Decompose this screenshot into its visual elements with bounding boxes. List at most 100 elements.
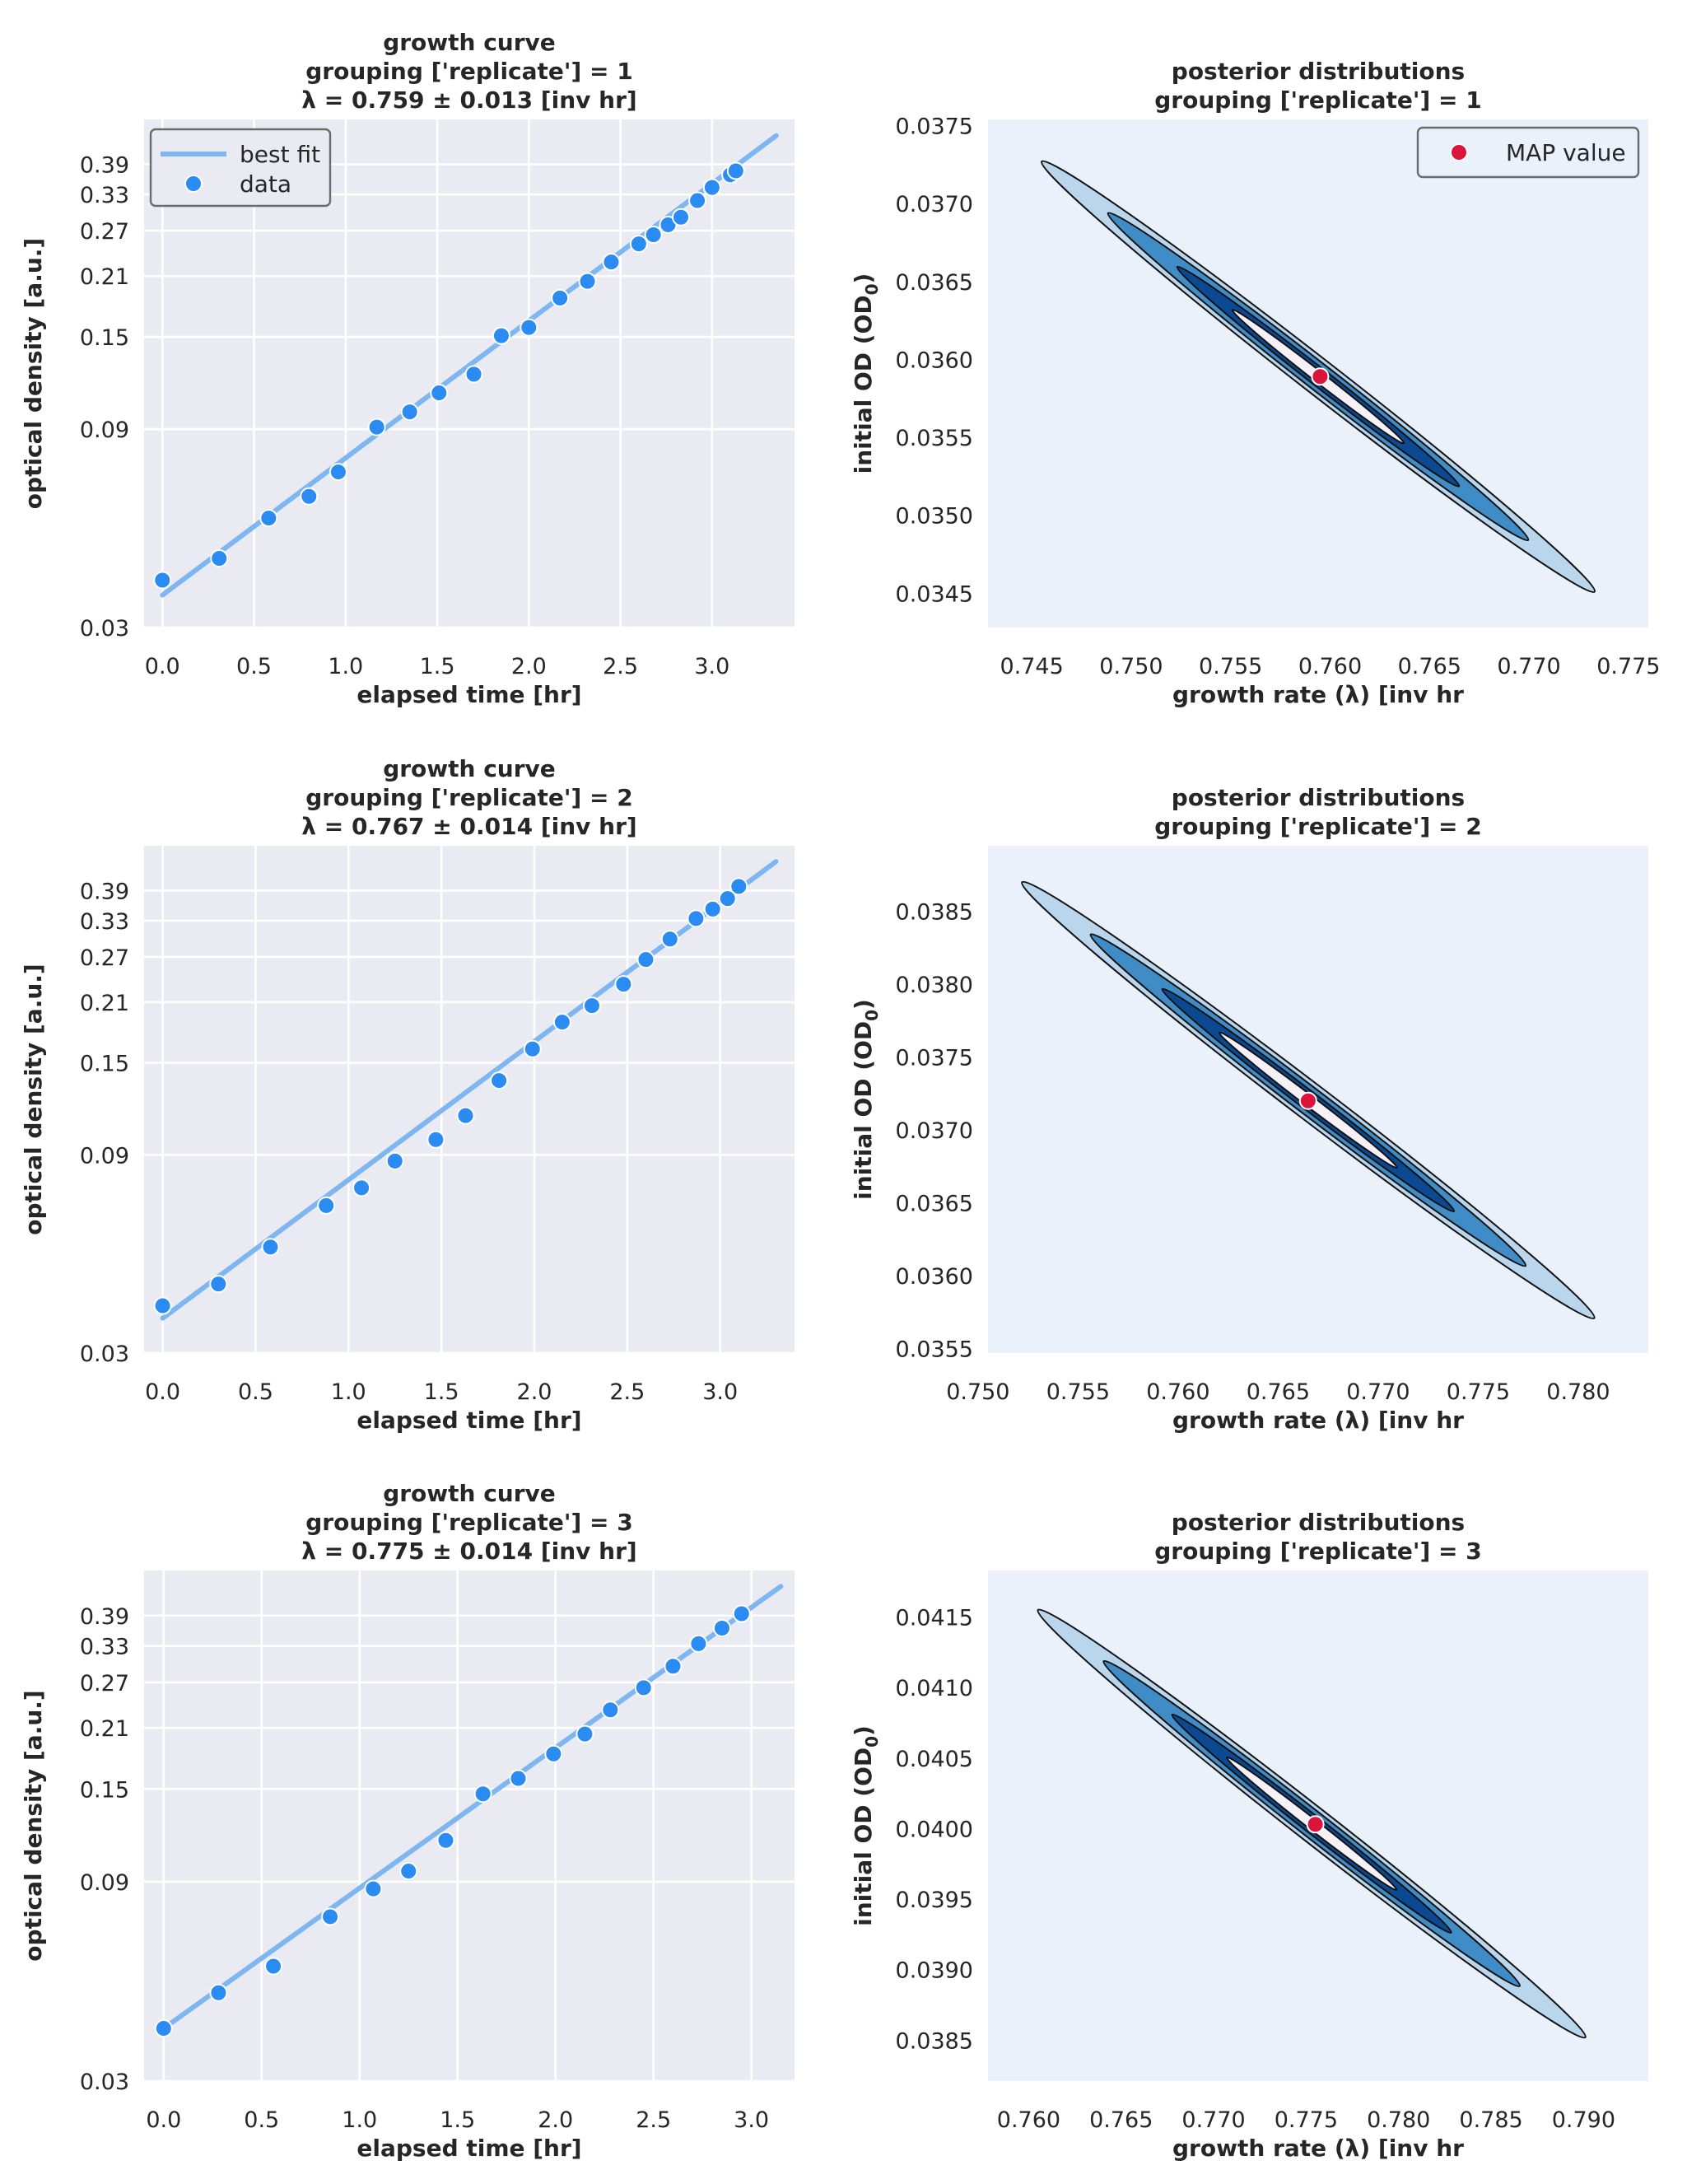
y-tick-label: 0.15: [80, 1777, 129, 1803]
data-point: [385, 1151, 404, 1170]
data-point: [660, 930, 679, 949]
data-point: [209, 1275, 228, 1294]
x-tick-label: 0.0: [145, 654, 180, 679]
data-point: [364, 1879, 383, 1898]
data-point: [317, 1196, 336, 1215]
y-tick-label: 0.39: [80, 879, 129, 904]
x-tick-label: 0.780: [1546, 1379, 1610, 1405]
y-tick-label: 0.0390: [896, 1958, 973, 1984]
chart-title-line: posterior distributions: [1172, 784, 1465, 811]
y-axis-label-close: ): [850, 273, 877, 284]
data-point: [509, 1769, 528, 1788]
data-point: [636, 950, 655, 969]
subplot-2: 0.745 0.750 0.755 0.760 0.765 0.770 0.775 0.034…: [850, 58, 1660, 708]
x-axis-label: elapsed time [hr]: [357, 681, 581, 708]
y-tick-label: 0.15: [80, 325, 129, 351]
subplot-6: 0.760 0.765 0.770 0.775 0.780 0.785 0.790 0.038…: [850, 1509, 1648, 2162]
x-tick-label: 1.5: [440, 2107, 475, 2133]
y-tick-label: 0.27: [80, 945, 129, 971]
x-tick-label: 1.0: [328, 654, 363, 679]
x-axis-label: elapsed time [hr]: [357, 2135, 581, 2162]
data-point: [576, 1724, 594, 1743]
data-point: [552, 1013, 571, 1032]
series-group: [153, 133, 779, 598]
x-tick-label: 0.765: [1247, 1379, 1310, 1405]
chart-title-line: grouping ['replicate'] = 2: [305, 784, 632, 811]
y-tick-label: 0.0400: [896, 1817, 973, 1842]
y-tick-label: 0.0385: [896, 2028, 973, 2054]
data-point: [712, 1618, 731, 1637]
y-tick-label: 0.03: [80, 1342, 129, 1367]
gridlines: [144, 119, 795, 629]
x-tick-label: 0.760: [1298, 654, 1362, 679]
y-axis-label: initial OD (OD0): [850, 1725, 882, 1926]
legend-label: best fit: [240, 141, 320, 168]
data-point: [153, 1296, 172, 1315]
data-point: [729, 877, 748, 896]
data-point: [614, 975, 633, 994]
x-tick-label: 1.5: [424, 1379, 459, 1405]
data-point: [209, 1983, 228, 2002]
y-tick-label: 0.0350: [896, 504, 973, 530]
data-point: [490, 1071, 509, 1090]
data-point: [703, 899, 722, 918]
y-tick-label: 0.33: [80, 1635, 129, 1660]
data-point: [544, 1744, 563, 1763]
y-axis-label: optical density [a.u.]: [20, 964, 47, 1234]
data-point: [551, 288, 570, 307]
data-point: [602, 253, 621, 272]
y-tick-label: 0.39: [80, 1604, 129, 1630]
data-point: [492, 326, 510, 345]
data-point: [702, 178, 721, 197]
y-tick-label: 0.0415: [896, 1606, 973, 1631]
data-point: [644, 226, 663, 245]
legend: MAP value: [1416, 126, 1640, 179]
x-tick-label: 0.5: [244, 2107, 279, 2133]
chart-title-line: λ = 0.767 ± 0.014 [inv hr]: [301, 813, 636, 840]
data-point: [154, 2019, 173, 2038]
data-point: [689, 1634, 708, 1653]
chart-title-line: λ = 0.759 ± 0.013 [inv hr]: [301, 86, 636, 114]
x-tick-label: 0.745: [1000, 654, 1063, 679]
legend-label: data: [240, 170, 291, 198]
y-axis-label-subscript: 0: [862, 283, 882, 295]
legend-map-marker: [1450, 143, 1468, 161]
data-point: [321, 1907, 340, 1926]
y-axis-label-subscript: 0: [862, 1010, 882, 1021]
chart-title-line: posterior distributions: [1172, 58, 1465, 85]
data-point: [210, 549, 229, 568]
chart-title-line: grouping ['replicate'] = 2: [1154, 813, 1481, 840]
legend-dot-marker: [184, 175, 203, 193]
x-tick-label: 1.0: [331, 1379, 366, 1405]
data-point: [259, 509, 278, 528]
x-axis-label: elapsed time [hr]: [357, 1407, 581, 1434]
y-tick-label: 0.0395: [896, 1888, 973, 1913]
data-point: [578, 272, 597, 291]
x-tick-label: 3.0: [694, 654, 729, 679]
y-tick-label: 0.0375: [896, 1046, 973, 1071]
y-axis-label: initial OD (OD0): [850, 273, 882, 474]
y-tick-label: 0.33: [80, 909, 129, 935]
x-tick-label: 0.775: [1447, 1379, 1510, 1405]
data-point: [718, 889, 737, 908]
y-tick-label: 0.33: [80, 183, 129, 208]
x-axis-label: growth rate (λ) [inv hr: [1172, 1407, 1464, 1434]
data-point: [664, 1657, 683, 1676]
x-tick-label: 2.0: [538, 2107, 573, 2133]
data-point: [582, 996, 601, 1015]
x-tick-label: 3.0: [734, 2107, 769, 2133]
y-tick-label: 0.03: [80, 2070, 129, 2095]
x-tick-label: 0.765: [1089, 2107, 1153, 2133]
y-tick-label: 0.0365: [896, 270, 973, 296]
data-point: [456, 1106, 475, 1125]
chart-title-line: grouping ['replicate'] = 1: [1154, 86, 1481, 114]
chart-title-line: grouping ['replicate'] = 1: [305, 58, 632, 85]
y-tick-label: 0.0355: [896, 426, 973, 451]
data-point: [436, 1831, 455, 1850]
data-point: [634, 1678, 653, 1697]
chart-title-line: growth curve: [383, 755, 556, 782]
y-axis-label-main: initial OD (OD: [850, 1021, 877, 1200]
y-tick-label: 0.15: [80, 1052, 129, 1077]
x-tick-label: 2.5: [609, 1379, 645, 1405]
series-group: [153, 859, 779, 1321]
